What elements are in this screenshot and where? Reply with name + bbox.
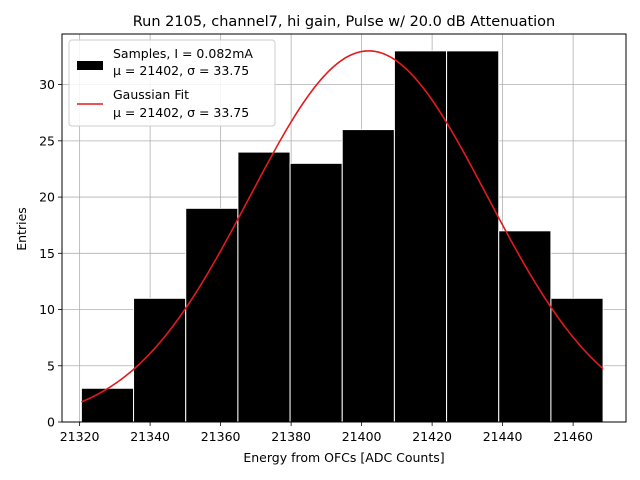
legend-label-fit: Gaussian Fit xyxy=(113,87,189,102)
histogram-bar-5 xyxy=(341,129,395,423)
x-tick-label-4: 21400 xyxy=(342,429,382,444)
x-tick-label-0: 21320 xyxy=(60,429,100,444)
y-axis-ticks: 0 5 10 15 20 25 30 xyxy=(39,77,62,430)
x-tick-label-1: 21340 xyxy=(130,429,170,444)
legend-label-samples: Samples, I = 0.082mA xyxy=(113,46,253,61)
histogram-bar-9 xyxy=(550,297,604,423)
y-tick-label-4: 20 xyxy=(39,190,55,205)
y-tick-label-1: 5 xyxy=(47,358,55,373)
histogram-bar-2 xyxy=(185,207,239,423)
x-axis-ticks: 21320 21340 21360 21380 21400 21420 21440 21460 xyxy=(60,422,593,444)
gaussian-fit xyxy=(81,50,604,403)
chart-title: Run 2105, channel7, hi gain, Pulse w/ 20… xyxy=(133,14,556,30)
x-tick-label-7: 21460 xyxy=(553,429,593,444)
legend-box xyxy=(68,39,276,127)
x-tick-label-3: 21380 xyxy=(271,429,311,444)
y-axis-label: Entries xyxy=(14,207,29,251)
histogram-bar-4 xyxy=(289,162,343,423)
histogram-bar-8 xyxy=(498,230,552,423)
x-tick-label-6: 21440 xyxy=(483,429,523,444)
histogram-bar-7 xyxy=(446,50,500,423)
x-tick-label-5: 21420 xyxy=(412,429,452,444)
y-tick-label-5: 25 xyxy=(39,133,55,148)
histogram-bars xyxy=(80,50,604,423)
x-axis-label: Energy from OFCs [ADC Counts] xyxy=(243,450,444,465)
y-tick-label-6: 30 xyxy=(39,77,55,92)
legend-label-fit-params: μ = 21402, σ = 33.75 xyxy=(113,105,249,120)
y-tick-label-3: 15 xyxy=(39,246,55,261)
y-tick-label-2: 10 xyxy=(39,302,55,317)
x-tick-label-2: 21360 xyxy=(201,429,241,444)
legend-swatch-samples xyxy=(77,61,103,70)
legend-label-samples-params: μ = 21402, σ = 33.75 xyxy=(113,63,249,78)
histogram-bar-1 xyxy=(133,297,187,423)
histogram-bar-3 xyxy=(237,151,291,423)
y-tick-label-0: 0 xyxy=(47,415,55,430)
histogram-bar-6 xyxy=(393,50,448,423)
legend: Samples, I = 0.082mA μ = 21402, σ = 33.7… xyxy=(68,39,276,127)
gaussian-fit-line xyxy=(81,50,604,403)
histogram-bar-0 xyxy=(80,387,135,423)
plot-frame xyxy=(61,33,627,423)
